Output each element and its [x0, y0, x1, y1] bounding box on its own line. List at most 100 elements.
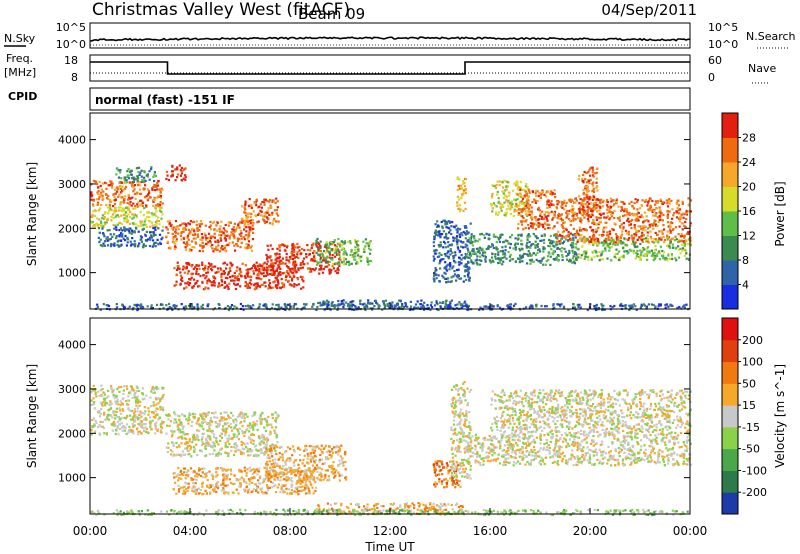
power-cell [591, 219, 595, 222]
power-cell [105, 304, 108, 307]
power-cell [264, 281, 267, 284]
power-cell [353, 305, 357, 308]
power-cell [159, 190, 162, 193]
power-cell [150, 234, 153, 237]
power-cell [655, 253, 658, 256]
power-cell [437, 230, 441, 233]
power-cell [271, 286, 274, 289]
power-cell [258, 271, 261, 274]
power-cell [633, 244, 636, 247]
power-cell [140, 203, 143, 206]
power-cell [644, 254, 647, 257]
power-cell [567, 233, 570, 236]
power-cell [305, 256, 308, 259]
velocity-cell [115, 401, 118, 404]
power-cell [525, 246, 528, 249]
power-cell [233, 279, 236, 282]
power-cell [196, 233, 199, 236]
power-cell [145, 230, 148, 233]
power-cell [653, 249, 657, 252]
power-cell [131, 196, 134, 199]
power-cell [467, 271, 470, 274]
power-cell [366, 257, 369, 260]
power-cell [541, 257, 544, 260]
power-cell [288, 256, 291, 259]
power-cell [550, 190, 553, 193]
power-cell [125, 181, 128, 184]
power-cell [549, 192, 552, 195]
power-cell [195, 264, 198, 267]
power-cell [260, 272, 263, 275]
power-cell [328, 253, 332, 256]
power-cell [642, 225, 645, 228]
power-colorbar-label: Power [dB] [773, 181, 787, 246]
velocity-cell [127, 391, 131, 395]
power-cell [627, 238, 630, 241]
power-cell [529, 262, 532, 265]
power-cell [429, 304, 433, 307]
power-cell [420, 306, 423, 309]
power-cell [456, 177, 459, 180]
power-cell [249, 215, 252, 219]
power-colorbar-tick-label: 28 [742, 132, 756, 145]
power-cell [608, 246, 611, 249]
power-cell [117, 186, 120, 189]
power-cell [103, 221, 106, 224]
power-cell [518, 212, 521, 215]
power-cell [382, 302, 385, 305]
power-cell [677, 199, 680, 202]
power-cell [499, 202, 502, 205]
power-cell [528, 240, 531, 244]
power-cell [464, 233, 467, 236]
power-cell [274, 262, 277, 265]
power-cell [491, 259, 494, 262]
power-cell [211, 243, 214, 247]
power-cell [668, 224, 672, 227]
power-cell [439, 306, 442, 309]
power-cell [194, 241, 197, 244]
power-cell [667, 253, 670, 256]
power-cell [583, 241, 586, 244]
power-cell [186, 242, 189, 245]
power-cell [659, 303, 663, 306]
power-cell [638, 207, 642, 210]
power-cell [290, 279, 294, 282]
power-cell [616, 243, 619, 246]
power-cell [654, 219, 657, 223]
power-cell [541, 223, 544, 226]
power-cell [458, 178, 461, 181]
power-cell [567, 212, 570, 215]
power-cell [281, 285, 284, 289]
power-cell [596, 210, 599, 213]
power-cell [343, 303, 346, 306]
power-cell [618, 216, 621, 220]
power-cell [272, 219, 275, 222]
velocity-cell [94, 419, 97, 422]
power-cell [540, 239, 543, 242]
power-cell [312, 302, 315, 306]
power-cell [433, 278, 436, 281]
power-cell [536, 251, 539, 254]
power-cell [507, 199, 510, 202]
power-cell [521, 220, 524, 223]
power-cell [518, 201, 521, 204]
power-cell [443, 277, 447, 280]
power-cell [460, 303, 463, 306]
power-cell [525, 219, 528, 222]
velocity-cell [132, 425, 135, 428]
power-cell [96, 217, 99, 220]
power-cell [552, 227, 555, 230]
velocity-cell [150, 390, 153, 393]
power-cell [671, 246, 674, 249]
power-cell [507, 251, 510, 254]
velocity-cell [91, 425, 94, 429]
power-cell [525, 203, 529, 206]
power-cell [631, 218, 634, 222]
power-cell [241, 262, 244, 265]
power-cell [503, 190, 506, 193]
power-cell [216, 239, 219, 242]
power-cell [406, 305, 409, 308]
velocity-cell [109, 400, 112, 403]
power-cell [135, 227, 138, 230]
power-cell [617, 205, 620, 208]
